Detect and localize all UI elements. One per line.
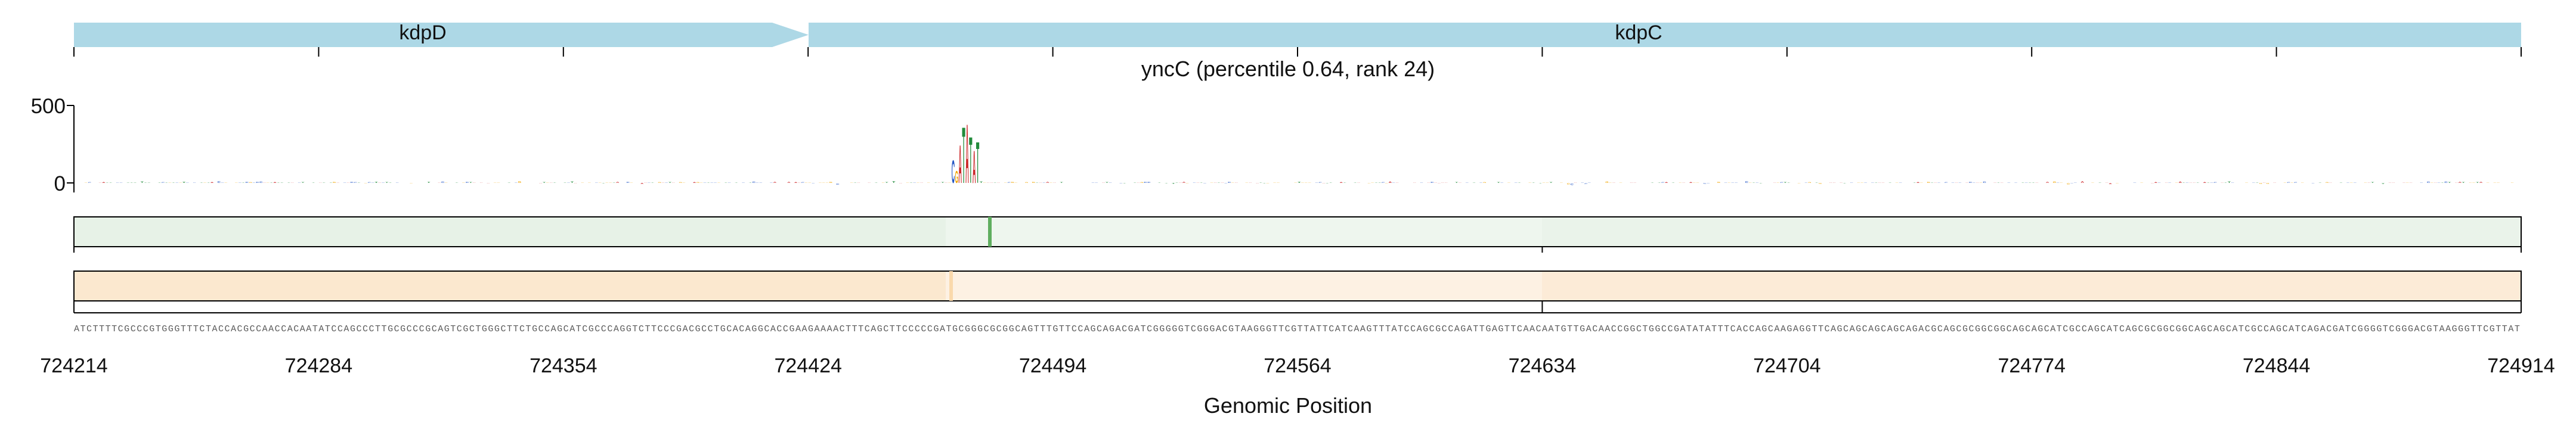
svg-text:724634: 724634 [1509,355,1576,377]
svg-text:724844: 724844 [2243,355,2310,377]
svg-text:724704: 724704 [1753,355,1820,377]
svg-text:724494: 724494 [1019,355,1086,377]
svg-text:724774: 724774 [1998,355,2065,377]
svg-text:724914: 724914 [2487,355,2555,377]
svg-text:724214: 724214 [40,355,107,377]
svg-text:724424: 724424 [774,355,841,377]
svg-text:724564: 724564 [1264,355,1331,377]
svg-text:724354: 724354 [530,355,597,377]
svg-text:724284: 724284 [285,355,352,377]
